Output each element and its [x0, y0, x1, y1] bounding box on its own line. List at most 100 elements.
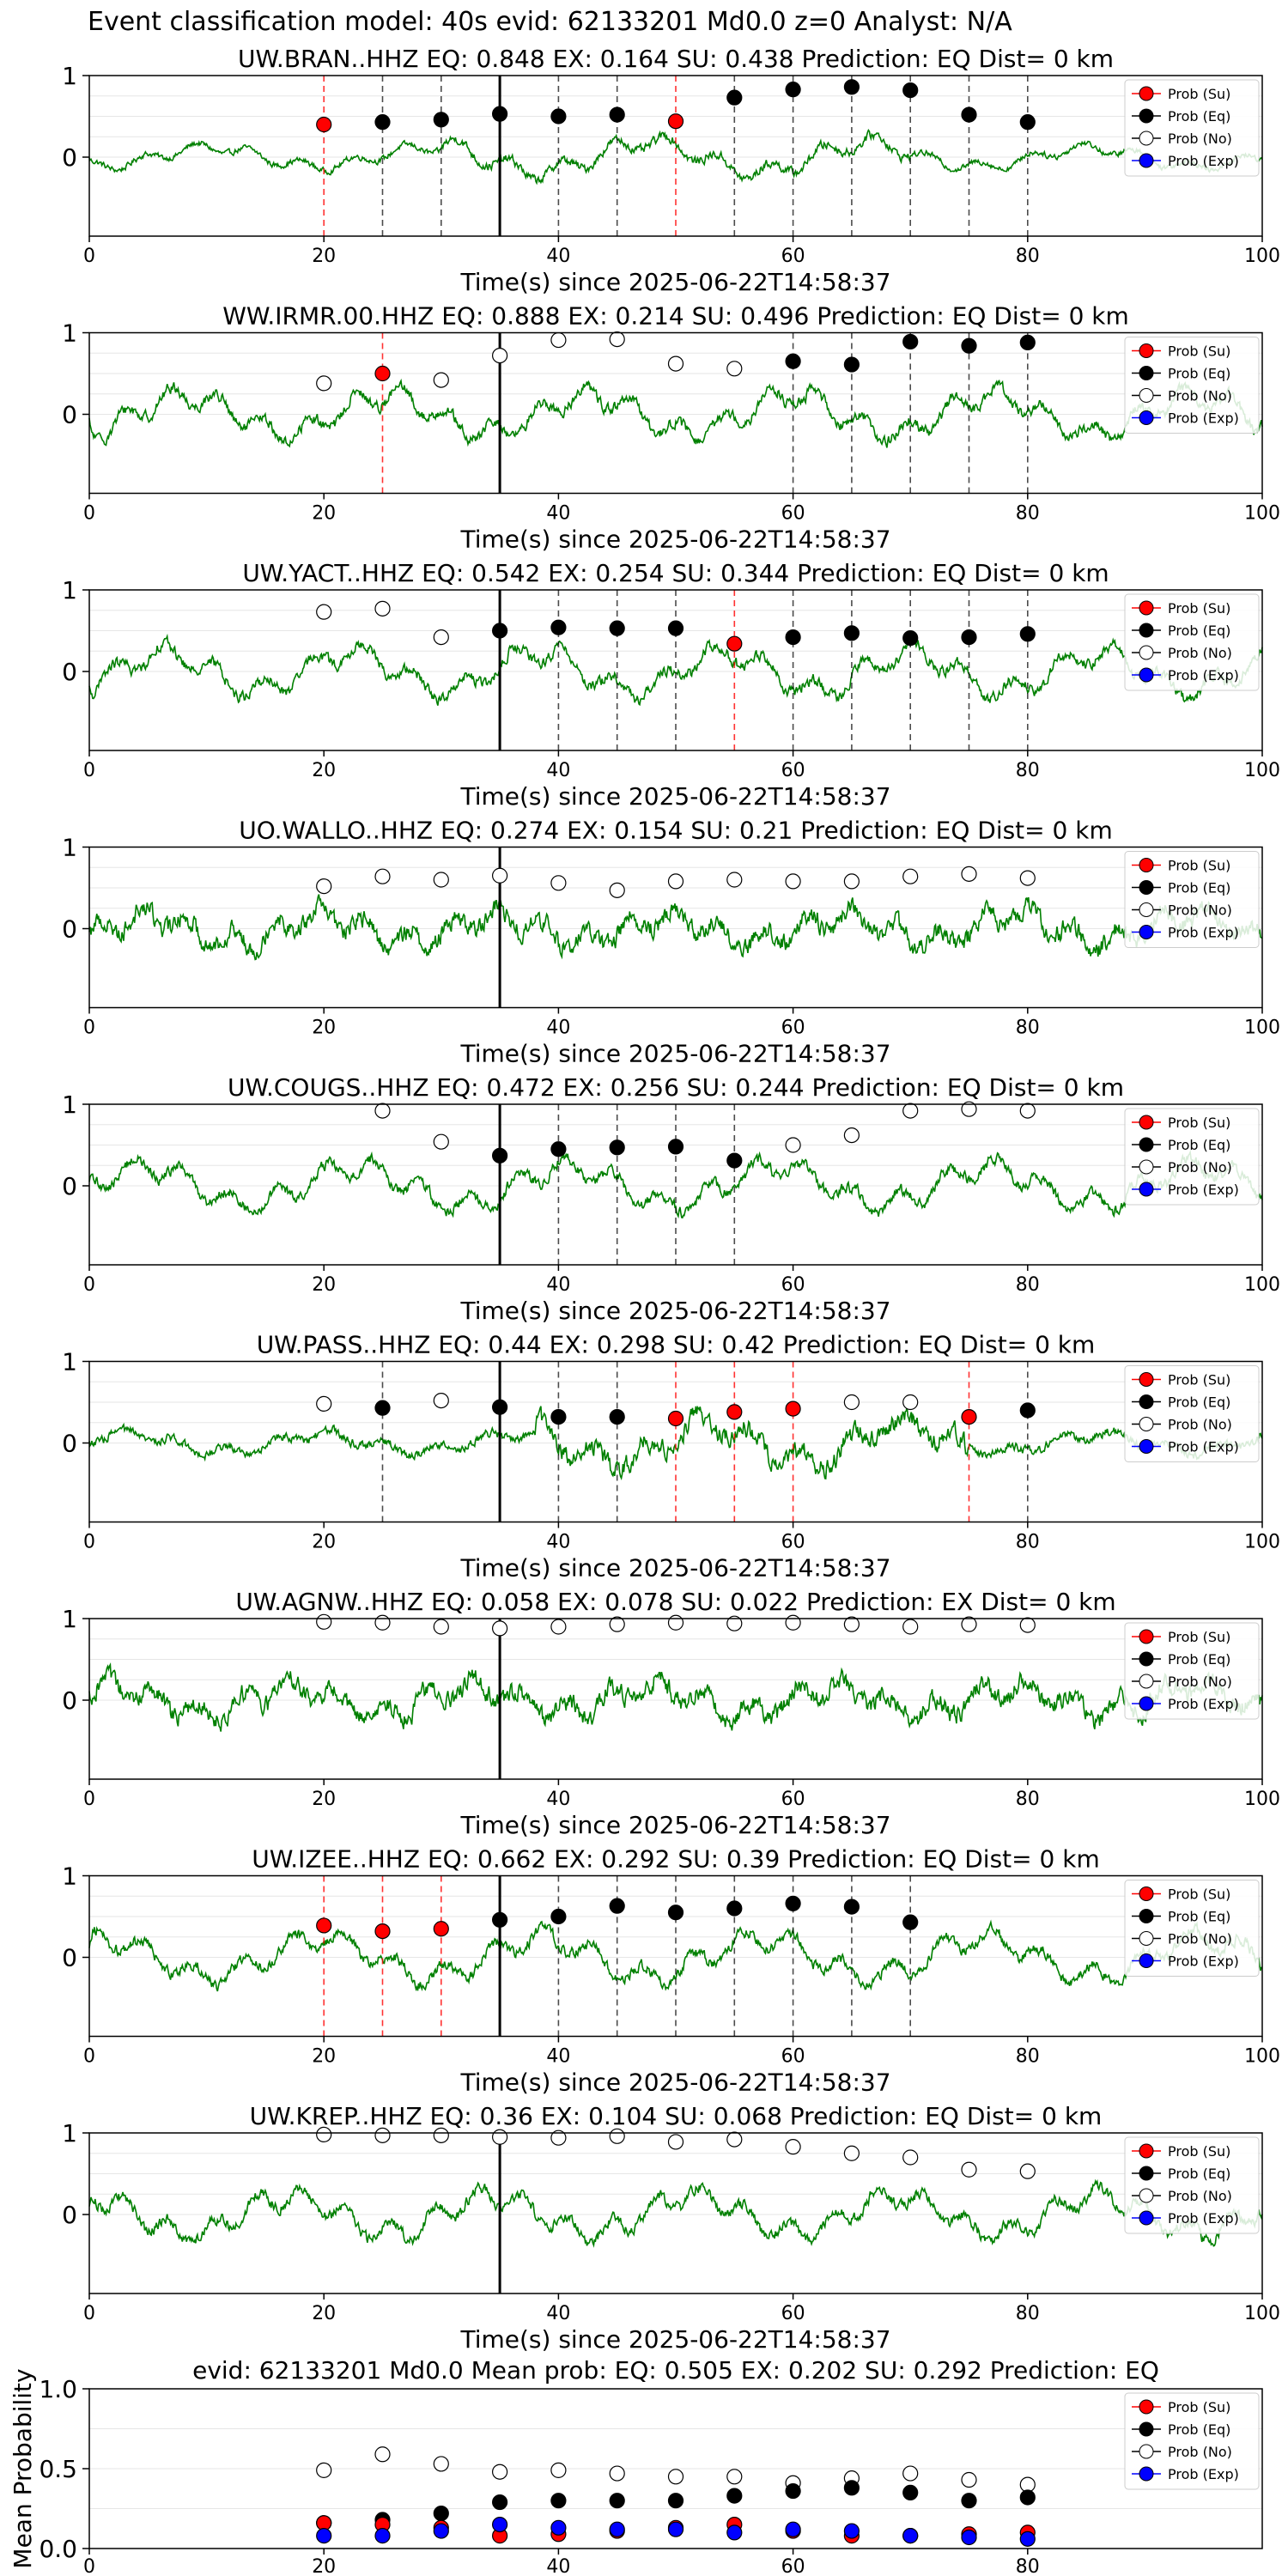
legend-marker-exp: [1139, 410, 1154, 425]
prob-marker-eq: [843, 1899, 860, 1915]
panel-title: UW.KREP..HHZ EQ: 0.36 EX: 0.104 SU: 0.06…: [250, 2102, 1103, 2130]
prob-marker-no: [491, 348, 508, 364]
x-tick-label: 20: [312, 1532, 336, 1553]
legend: Prob (Su) Prob (Eq) Prob (No) Prob (Exp): [1124, 851, 1260, 948]
axes-frame: [88, 75, 1263, 237]
y-tick-label: 0: [62, 658, 77, 686]
x-axis-label: Time(s) since 2025-06-22T14:58:37: [459, 1554, 890, 1583]
legend-marker-eq: [1139, 2421, 1154, 2437]
y-tick-label: 1: [62, 576, 77, 605]
panel-title: UW.IZEE..HHZ EQ: 0.662 EX: 0.292 SU: 0.3…: [252, 1845, 1099, 1874]
waveform-trace: [88, 129, 1263, 185]
prob-marker-su: [961, 1408, 977, 1425]
legend-marker-exp: [1139, 2466, 1154, 2482]
mean-marker-eq: [667, 2493, 684, 2509]
legend: Prob (Su) Prob (Eq) Prob (No) Prob (Exp): [1124, 593, 1260, 691]
prob-marker-eq: [785, 82, 801, 98]
x-tick-label: 40: [546, 2303, 570, 2324]
mean-marker-no: [667, 2469, 684, 2485]
x-tick-label: 40: [546, 1274, 570, 1296]
prob-marker-eq: [550, 1408, 567, 1425]
mean-marker-eq: [843, 2480, 860, 2496]
prob-marker-no: [550, 331, 567, 349]
prob-marker-eq: [609, 620, 625, 636]
legend-marker-su: [1139, 2143, 1154, 2159]
panel-title: UW.YACT..HHZ EQ: 0.542 EX: 0.254 SU: 0.3…: [242, 559, 1109, 587]
station-panel: UW.PASS..HHZ EQ: 0.44 EX: 0.298 SU: 0.42…: [62, 1331, 1280, 1583]
prob-marker-eq: [609, 1139, 625, 1156]
mean-marker-no: [961, 2471, 977, 2488]
mean-marker-exp: [609, 2521, 625, 2537]
mean-marker-eq: [433, 2505, 449, 2522]
legend-label: Prob (Exp): [1168, 1696, 1239, 1712]
prob-marker-no: [433, 1392, 449, 1409]
x-tick-label: 60: [781, 760, 805, 781]
prob-marker-no: [316, 2126, 332, 2142]
x-axis-label: Time(s) since 2025-06-22T14:58:37: [459, 268, 890, 296]
prob-marker-eq: [726, 1900, 743, 1917]
x-tick-label: 40: [546, 760, 570, 781]
y-tick-label: 0: [62, 1686, 77, 1715]
y-tick-label: 0: [62, 1172, 77, 1200]
prob-marker-eq: [726, 1152, 743, 1169]
legend-marker-no: [1139, 1417, 1154, 1431]
axes-frame: [88, 1103, 1263, 1266]
x-tick-label: 60: [781, 2556, 805, 2576]
x-tick-label: 0: [83, 2303, 95, 2324]
legend-label: Prob (Exp): [1168, 1182, 1239, 1198]
legend-label: Prob (Eq): [1168, 623, 1230, 639]
mean-marker-exp: [491, 2517, 508, 2533]
prob-marker-no: [316, 604, 332, 620]
prob-marker-su: [316, 116, 332, 133]
prob-marker-su: [667, 113, 684, 130]
prob-marker-no: [316, 1613, 332, 1630]
x-tick-label: 80: [1016, 2046, 1040, 2068]
prob-marker-eq: [491, 106, 508, 122]
x-tick-label: 80: [1016, 503, 1040, 525]
station-panel: UW.IZEE..HHZ EQ: 0.662 EX: 0.292 SU: 0.3…: [62, 1845, 1280, 2097]
x-tick-label: 100: [1244, 503, 1280, 525]
panel-title: WW.IRMR.00.HHZ EQ: 0.888 EX: 0.214 SU: 0…: [222, 302, 1129, 331]
x-tick-label: 100: [1244, 1789, 1280, 1810]
legend-marker-no: [1139, 1674, 1154, 1689]
x-tick-label: 0: [83, 1532, 95, 1553]
prob-marker-no: [374, 868, 391, 884]
prob-marker-no: [902, 2149, 919, 2166]
x-tick-label: 20: [312, 503, 336, 525]
mean-marker-no: [902, 2465, 919, 2482]
prob-marker-no: [316, 878, 332, 895]
prob-marker-no: [843, 1394, 860, 1411]
prob-marker-eq: [550, 619, 567, 635]
prob-marker-no: [667, 2134, 684, 2150]
x-tick-label: 20: [312, 2556, 336, 2576]
y-tick-label: 1: [62, 834, 77, 862]
axes-frame: [88, 331, 1263, 495]
legend-marker-eq: [1139, 2166, 1154, 2181]
legend-label: Prob (Eq): [1168, 1394, 1230, 1411]
prob-marker-su: [433, 1921, 449, 1937]
legend-marker-eq: [1139, 1394, 1154, 1409]
legend-marker-eq: [1139, 108, 1154, 124]
x-tick-label: 100: [1244, 1274, 1280, 1296]
x-tick-label: 40: [546, 1532, 570, 1553]
legend-label: Prob (Exp): [1168, 667, 1239, 683]
legend-marker-exp: [1139, 667, 1154, 683]
prob-marker-no: [843, 2145, 860, 2161]
x-axis-label: Time(s) since 2025-06-22T14:58:37: [459, 782, 890, 811]
panel-title: UW.AGNW..HHZ EQ: 0.058 EX: 0.078 SU: 0.0…: [235, 1588, 1115, 1616]
x-tick-label: 40: [546, 246, 570, 267]
legend-label: Prob (Eq): [1168, 1137, 1230, 1153]
legend-label: Prob (No): [1168, 2444, 1232, 2460]
x-axis-label: Time(s) since 2025-06-22T14:58:37: [459, 1040, 890, 1068]
prob-marker-no: [667, 873, 684, 890]
prob-marker-eq: [550, 1141, 567, 1157]
prob-marker-no: [609, 331, 625, 348]
legend-label: Prob (Eq): [1168, 880, 1230, 896]
legend-label: Prob (Su): [1168, 2143, 1230, 2160]
prob-marker-no: [550, 875, 567, 891]
mean-marker-no: [726, 2469, 743, 2485]
mean-marker-eq: [1019, 2489, 1036, 2506]
prob-marker-no: [961, 1101, 977, 1117]
legend-marker-no: [1139, 645, 1154, 660]
mean-marker-no: [433, 2456, 449, 2472]
